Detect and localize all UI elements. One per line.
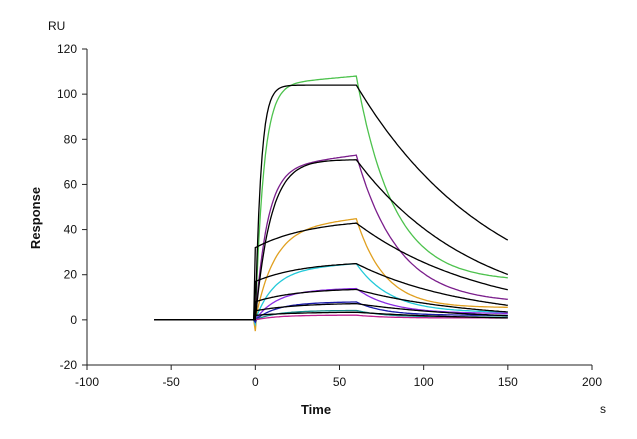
x-tick-label: 0 <box>252 375 259 389</box>
y-tick-label: 40 <box>64 223 78 237</box>
y-tick-label: 100 <box>57 87 77 101</box>
x-tick-label: 100 <box>414 375 434 389</box>
y-tick-label: 80 <box>64 132 78 146</box>
x-tick-label: 200 <box>582 375 602 389</box>
x-ticks: -100 -50 0 50 100 150 200 <box>75 365 602 389</box>
y-ticks: -20 0 20 40 60 80 100 120 <box>57 42 87 372</box>
y-axis-title: Response <box>28 187 43 249</box>
y-tick-label: 60 <box>64 177 78 191</box>
y-tick-label: -20 <box>60 358 78 372</box>
y-tick-label: 120 <box>57 42 77 56</box>
response-series-line <box>154 314 508 321</box>
plot-area: -20 0 20 40 60 80 100 120 -100 -50 0 50 100 150 200 <box>57 42 602 389</box>
x-tick-label: 150 <box>498 375 518 389</box>
response-series-line <box>154 75 508 325</box>
x-unit-label: s <box>600 402 606 416</box>
x-tick-label: -100 <box>75 375 99 389</box>
y-unit-label: RU <box>48 19 65 33</box>
response-series-line <box>154 154 508 327</box>
fit-curve-line <box>154 311 508 321</box>
fit-curve-line <box>154 84 509 321</box>
x-tick-label: -50 <box>162 375 180 389</box>
fit-curves <box>154 84 509 321</box>
fit-curve-line <box>154 263 508 321</box>
x-tick-label: 50 <box>333 375 347 389</box>
x-axis-title: Time <box>301 402 331 417</box>
y-tick-label: 0 <box>70 313 77 327</box>
y-tick-label: 20 <box>64 268 78 282</box>
